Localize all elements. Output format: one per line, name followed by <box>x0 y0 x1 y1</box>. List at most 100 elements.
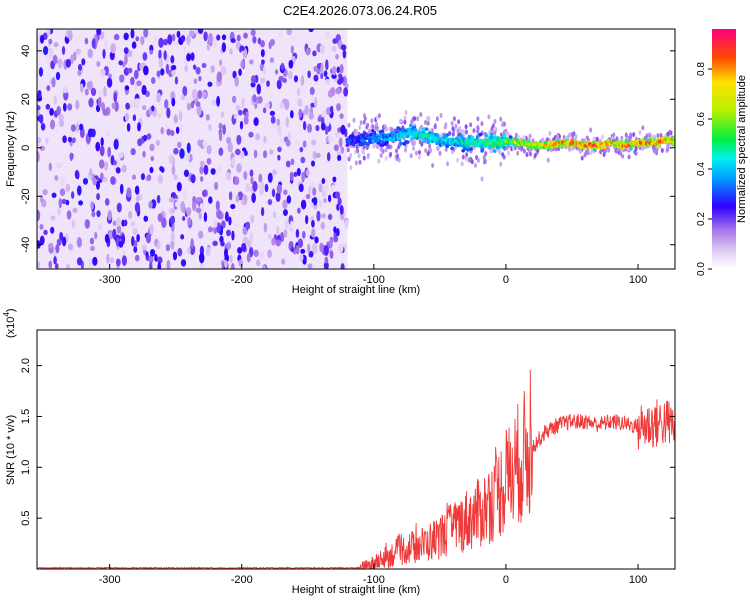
noise-cell <box>174 76 179 85</box>
signal-cell <box>426 140 431 145</box>
signal-halo-cell <box>632 132 636 138</box>
x-tick-label: -300 <box>99 574 121 586</box>
noise-cell <box>241 97 245 108</box>
signal-halo-cell <box>431 162 435 168</box>
signal-cell <box>466 144 470 149</box>
noise-cell <box>199 165 204 175</box>
noise-cell <box>201 62 207 69</box>
noise-cell <box>131 174 137 180</box>
noise-cell <box>77 63 83 72</box>
noise-cell <box>332 66 337 76</box>
noise-cell <box>198 252 205 264</box>
noise-cell <box>156 194 161 204</box>
noise-cell <box>207 81 213 87</box>
noise-cell <box>338 137 343 148</box>
noise-cell <box>170 55 175 64</box>
signal-halo-cell <box>461 154 465 160</box>
signal-halo-cell <box>427 115 431 121</box>
noise-cell <box>221 220 226 229</box>
noise-cell <box>248 131 254 138</box>
signal-halo-cell <box>372 143 376 149</box>
noise-cell <box>185 151 190 162</box>
signal-halo-cell <box>414 150 418 156</box>
noise-cell <box>220 240 225 247</box>
noise-cell <box>313 74 319 82</box>
y-tick-label: 2.0 <box>20 358 32 373</box>
noise-cell <box>279 231 285 243</box>
colorbar-tick-label: 0.4 <box>696 162 707 176</box>
noise-cell <box>250 29 256 37</box>
signal-halo-cell <box>487 114 491 120</box>
noise-cell <box>278 31 283 38</box>
noise-cell <box>107 73 112 79</box>
noise-cell <box>285 160 291 168</box>
noise-cell <box>207 226 214 233</box>
noise-cell <box>132 114 137 122</box>
noise-cell <box>235 195 240 203</box>
noise-cell <box>315 125 320 132</box>
signal-halo-cell <box>371 124 375 130</box>
signal-halo-cell <box>529 151 533 157</box>
noise-cell <box>328 194 332 203</box>
noise-cell <box>267 233 272 240</box>
signal-halo-cell <box>570 131 574 137</box>
y-tick-label: -20 <box>20 188 32 204</box>
signal-halo-cell <box>641 145 645 151</box>
noise-cell <box>39 235 45 246</box>
colorbar-label: Normalized spectral amplitude <box>736 75 748 223</box>
noise-cell <box>305 214 309 225</box>
noise-cell <box>157 174 163 184</box>
noise-cell <box>112 228 117 240</box>
noise-cell <box>65 183 71 192</box>
signal-cell <box>380 129 385 134</box>
noise-cell <box>221 42 227 53</box>
signal-cell <box>413 128 418 132</box>
noise-cell <box>336 103 341 112</box>
noise-cell <box>146 174 152 182</box>
noise-cell <box>217 164 222 173</box>
signal-halo-cell <box>418 149 422 155</box>
noise-cell <box>226 171 232 181</box>
noise-cell <box>140 173 145 181</box>
noise-cell <box>130 148 136 156</box>
signal-halo-cell <box>599 149 603 155</box>
noise-cell <box>253 149 258 159</box>
colorbar-ticks: 0.0 0.2 0.4 0.6 0.8 <box>696 62 712 276</box>
noise-cell <box>237 109 243 116</box>
signal-halo-cell <box>499 132 503 138</box>
signal-halo-cell <box>602 152 606 158</box>
noise-cell <box>87 128 94 138</box>
noise-cell <box>283 229 288 238</box>
noise-cell <box>129 100 134 109</box>
noise-cell <box>114 101 119 112</box>
snr-marks <box>37 370 675 569</box>
noise-cell <box>123 32 129 41</box>
noise-cell <box>297 99 303 107</box>
signal-halo-cell <box>357 153 361 159</box>
noise-cell <box>254 103 258 109</box>
signal-cell <box>470 135 475 140</box>
noise-cell <box>149 223 154 235</box>
noise-cell <box>149 49 154 55</box>
signal-halo-cell <box>439 112 443 118</box>
noise-cell <box>40 195 44 204</box>
noise-cell <box>116 216 121 227</box>
noise-cell <box>51 77 56 88</box>
noise-cell <box>158 58 164 68</box>
signal-halo-cell <box>429 147 433 153</box>
noise-cell <box>260 40 265 48</box>
noise-cell <box>210 168 216 175</box>
signal-cell <box>407 127 412 132</box>
signal-halo-cell <box>592 136 596 142</box>
signal-halo-cell <box>634 146 638 152</box>
noise-cell <box>49 226 55 234</box>
noise-cell <box>339 113 344 120</box>
noise-cell <box>211 99 218 106</box>
noise-cell <box>66 210 72 220</box>
noise-cell <box>51 192 57 198</box>
noise-cell <box>79 83 84 93</box>
noise-cell <box>316 63 321 69</box>
noise-cell <box>302 140 307 148</box>
noise-cell <box>75 118 81 126</box>
signal-halo-cell <box>349 165 353 171</box>
